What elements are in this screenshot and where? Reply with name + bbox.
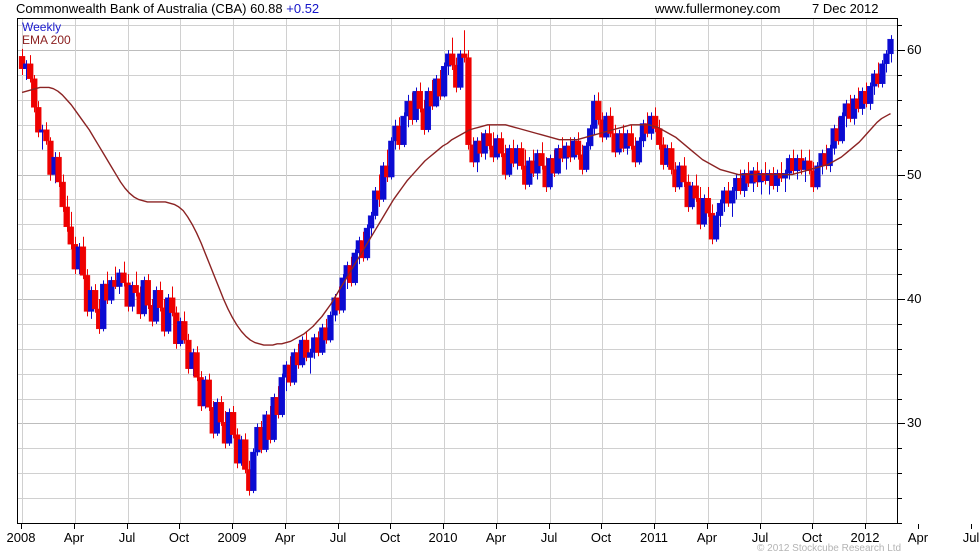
copyright-notice: © 2012 Stockcube Research Ltd: [757, 543, 902, 554]
price-axis-label: 40: [907, 291, 922, 306]
time-axis-tick: [760, 524, 761, 529]
price-axis-tick: [898, 398, 902, 400]
price-axis-tick: [898, 25, 902, 27]
time-axis: 2008 Apr Jul Oct 2009 Apr Jul Oct 2010 Apr Jul Oct 2…: [0, 524, 980, 554]
time-axis-tick: [971, 524, 972, 529]
price-axis-tick: [898, 50, 905, 52]
price-axis-tick: [898, 448, 902, 450]
chart-header: Commonwealth Bank of Australia (CBA) 60.…: [0, 0, 980, 20]
time-axis-tick: [443, 524, 444, 529]
time-axis-tick: [654, 524, 655, 529]
time-axis-label: Oct: [379, 530, 401, 545]
time-axis-tick: [127, 524, 128, 529]
price-axis-label: 60: [907, 42, 922, 58]
time-axis-label: 2010: [428, 530, 458, 545]
time-axis-tick: [74, 524, 75, 529]
time-axis-label: Oct: [801, 530, 823, 545]
instrument-title: Commonwealth Bank of Australia (CBA) 60.…: [16, 1, 319, 16]
price-axis-tick: [898, 174, 905, 176]
price-axis-tick: [898, 274, 902, 276]
time-axis-label: Apr: [63, 530, 85, 545]
time-axis-label: Oct: [590, 530, 612, 545]
price-axis-tick: [898, 249, 902, 251]
time-axis-label: Jul: [118, 530, 136, 545]
time-axis-tick: [21, 524, 22, 529]
candlestick-svg: [18, 19, 897, 523]
price-axis-tick: [898, 149, 902, 151]
time-axis-tick: [338, 524, 339, 529]
time-axis-tick: [285, 524, 286, 529]
time-axis-tick: [232, 524, 233, 529]
legend-item-ema200: EMA 200: [22, 33, 71, 47]
time-axis-label: Jul: [751, 530, 769, 545]
time-axis-tick: [601, 524, 602, 529]
time-axis-tick: [549, 524, 550, 529]
price-axis-label: 30: [907, 415, 922, 431]
time-axis-label: Oct: [168, 530, 190, 545]
price-axis-tick: [898, 199, 902, 201]
legend-item-weekly: Weekly: [22, 20, 62, 34]
time-axis-label: 2012: [850, 530, 880, 545]
price-axis-label: 50: [907, 166, 922, 182]
price-axis-tick: [898, 523, 902, 524]
price-axis-tick: [898, 99, 902, 101]
time-axis-label: 2011: [640, 530, 668, 545]
time-axis-tick: [707, 524, 708, 529]
chart-date-label: 7 Dec 2012: [812, 1, 879, 16]
time-axis-label: 2009: [217, 530, 247, 545]
time-axis-tick: [496, 524, 497, 529]
price-axis-tick: [898, 75, 902, 76]
price-axis-tick: [898, 498, 902, 500]
chart-plot-area: Weekly EMA 200: [17, 18, 898, 524]
time-axis-label: Jul: [329, 530, 347, 545]
price-change: +0.52: [286, 1, 320, 16]
time-axis-label: 2008: [6, 530, 36, 545]
time-axis-tick: [812, 524, 813, 529]
time-axis-label: Jul: [962, 530, 980, 545]
time-axis-tick: [390, 524, 391, 529]
price-axis-tick: [898, 423, 905, 425]
price-axis: 30 40 50 60: [898, 18, 980, 524]
time-axis-tick: [865, 524, 866, 529]
price-axis-tick: [898, 373, 902, 375]
price-axis-tick: [898, 224, 902, 226]
instrument-name-price: Commonwealth Bank of Australia (CBA) 60.…: [16, 1, 283, 16]
time-axis-label: Apr: [907, 530, 929, 545]
chart-canvas: [18, 19, 897, 523]
time-axis-tick: [179, 524, 180, 529]
time-axis-label: Apr: [696, 530, 718, 545]
chart-legend: Weekly EMA 200: [22, 21, 71, 47]
price-axis-tick: [898, 299, 905, 300]
price-axis-tick: [898, 473, 902, 475]
time-axis-label: Apr: [485, 530, 507, 545]
price-axis-tick: [898, 348, 902, 350]
website-label: www.fullermoney.com: [655, 1, 781, 16]
time-axis-label: Jul: [540, 530, 558, 545]
price-axis-tick: [898, 124, 902, 126]
time-axis-label: Apr: [274, 530, 296, 545]
price-axis-tick: [898, 323, 902, 325]
time-axis-tick: [918, 524, 919, 529]
